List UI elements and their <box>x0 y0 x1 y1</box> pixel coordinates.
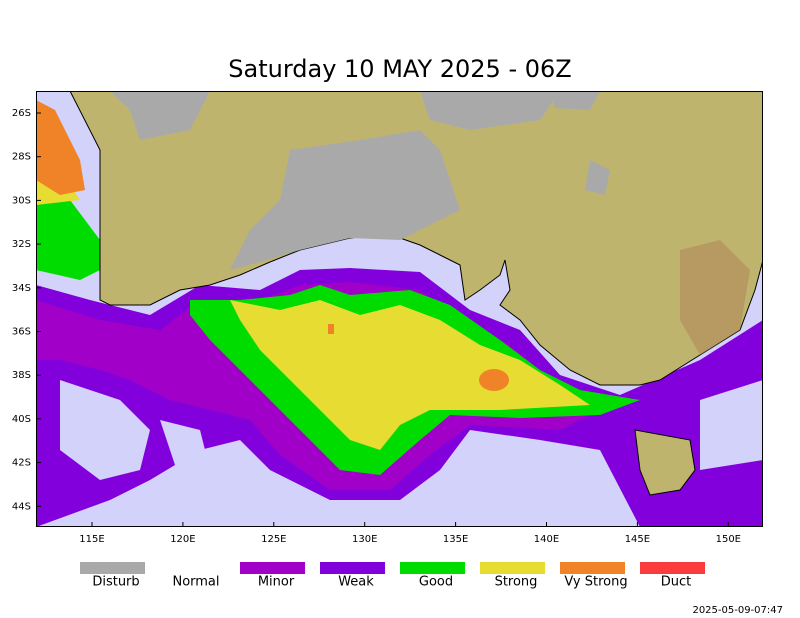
legend-label: Duct <box>661 575 692 590</box>
disturbed-north <box>420 91 610 195</box>
y-tick-label: 38S <box>12 370 31 381</box>
legend-swatch <box>400 562 465 574</box>
legend-swatch <box>160 562 225 574</box>
x-tick-label: 145E <box>625 534 650 545</box>
x-tick-label: 115E <box>79 534 104 545</box>
x-tick-label: 130E <box>352 534 377 545</box>
legend-swatch <box>480 562 545 574</box>
legend-label: Good <box>419 575 453 590</box>
legend-label: Weak <box>338 575 374 590</box>
x-tick-label: 135E <box>443 534 468 545</box>
y-tick-label: 44S <box>12 501 31 512</box>
y-tick-label: 34S <box>12 283 31 294</box>
x-tick-label: 150E <box>716 534 741 545</box>
strong-region <box>230 300 590 450</box>
good-coast <box>36 195 100 280</box>
disturbed-west <box>110 91 210 140</box>
vy-strong-cell <box>479 369 509 391</box>
vy-strong-west <box>36 100 85 195</box>
disturbed-central <box>230 130 460 270</box>
legend-label: Vy Strong <box>564 575 627 590</box>
y-tick-label: 36S <box>12 327 31 338</box>
legend-label: Normal <box>172 575 219 590</box>
y-tick-label: 28S <box>12 152 31 163</box>
legend-swatch <box>640 562 705 574</box>
lavender-hole <box>60 380 763 480</box>
legend-label: Disturb <box>92 575 139 590</box>
legend-swatch <box>560 562 625 574</box>
y-tick-label: 42S <box>12 458 31 469</box>
y-tick-label: 40S <box>12 414 31 425</box>
timestamp: 2025-05-09-07:47 <box>692 605 783 616</box>
legend-swatch <box>320 562 385 574</box>
x-tick-label: 120E <box>170 534 195 545</box>
tasmania <box>634 429 696 496</box>
map <box>36 91 763 527</box>
vy-strong-spot <box>328 324 334 334</box>
highlands <box>680 240 750 355</box>
x-tick-label: 125E <box>261 534 286 545</box>
map-title: Saturday 10 MAY 2025 - 06Z <box>228 55 571 83</box>
y-tick-label: 30S <box>12 195 31 206</box>
x-tick-label: 140E <box>534 534 559 545</box>
legend-label: Strong <box>495 575 538 590</box>
y-tick-label: 32S <box>12 239 31 250</box>
legend-swatch <box>80 562 145 574</box>
legend-swatch <box>240 562 305 574</box>
legend-label: Minor <box>258 575 295 590</box>
y-tick-label: 26S <box>12 108 31 119</box>
